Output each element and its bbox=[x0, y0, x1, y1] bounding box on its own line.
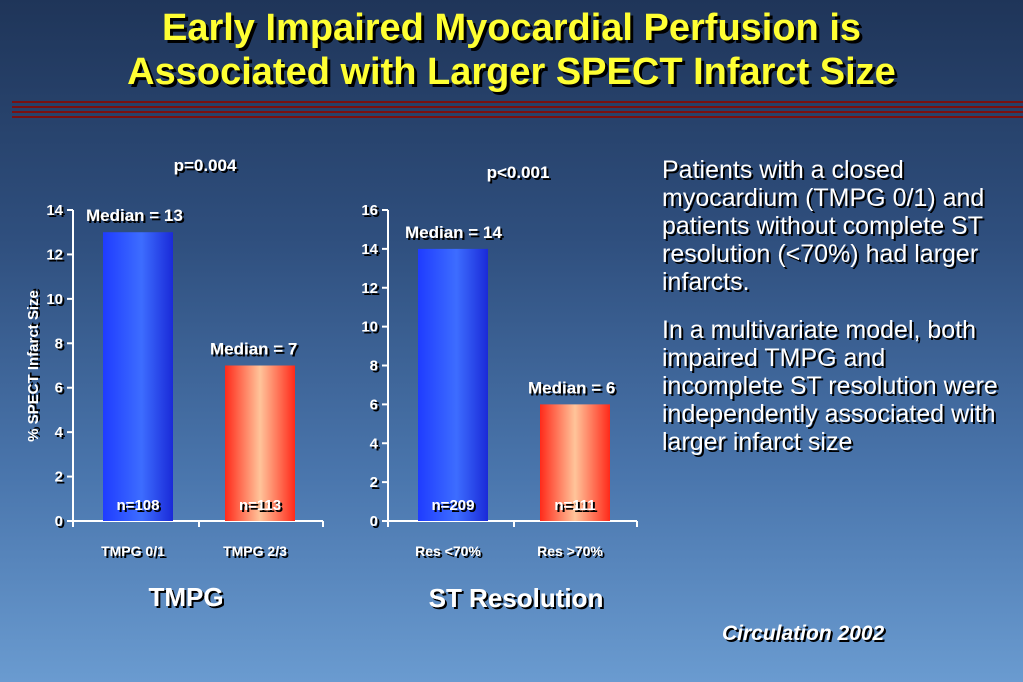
y-axis-label: % SPECT Infarct Size bbox=[25, 290, 42, 442]
y-tick-label: 12 bbox=[46, 246, 63, 263]
x-category-label: Res <70% bbox=[415, 543, 481, 559]
y-tick-label: 16 bbox=[361, 202, 378, 219]
citation: Circulation 2002 bbox=[722, 622, 885, 645]
p-value-label: p<0.001 bbox=[487, 163, 550, 182]
x-category-label: TMPG 0/1 bbox=[101, 543, 165, 559]
bar bbox=[540, 404, 610, 521]
y-tick-label: 8 bbox=[55, 335, 63, 352]
bar-median-label: Median = 14 bbox=[405, 223, 502, 242]
y-tick-label: 0 bbox=[55, 513, 63, 530]
y-tick-label: 8 bbox=[370, 358, 378, 375]
bullet-text: In a multivariate model, both impaired T… bbox=[662, 316, 998, 456]
y-tick-label: 10 bbox=[361, 319, 378, 336]
title-line-1: Early Impaired Myocardial Perfusion is bbox=[161, 7, 862, 49]
bar-median-label: Median = 13 bbox=[86, 206, 183, 225]
y-tick-label: 6 bbox=[55, 380, 63, 397]
bullet-text: Patients with a closed myocardium (TMPG … bbox=[662, 156, 985, 296]
x-category-label: Res >70% bbox=[537, 543, 603, 559]
bar-median-label: Median = 6 bbox=[528, 378, 615, 397]
title-rule bbox=[12, 116, 1023, 118]
y-tick-label: 0 bbox=[370, 513, 378, 530]
y-tick-label: 14 bbox=[46, 202, 63, 219]
title-rule bbox=[12, 101, 1023, 103]
bar bbox=[225, 365, 295, 521]
bar bbox=[418, 248, 488, 521]
y-tick-label: 4 bbox=[370, 435, 379, 452]
y-tick-label: 2 bbox=[55, 469, 63, 486]
bar-n-label: n=209 bbox=[432, 497, 475, 514]
y-tick-label: 2 bbox=[370, 474, 378, 491]
y-tick-label: 4 bbox=[55, 424, 64, 441]
p-value-label: p=0.004 bbox=[174, 156, 237, 175]
charts-area: 0 2 4 6 8 10 12 14 Median = 13 n=108 TMPG 0/1 Media… bbox=[25, 156, 616, 613]
bullet-list: Patients with a closed myocardium (TMPG … bbox=[662, 156, 1012, 476]
y-tick-label: 14 bbox=[361, 241, 378, 258]
bar-n-label: n=108 bbox=[117, 497, 160, 514]
bar-n-label: n=113 bbox=[239, 497, 281, 514]
y-tick-label: 10 bbox=[46, 291, 63, 308]
x-category-label: TMPG 2/3 bbox=[223, 543, 287, 559]
y-tick-label: 12 bbox=[361, 280, 378, 297]
chart-title: ST Resolution bbox=[429, 583, 604, 613]
y-tick-label: 6 bbox=[370, 396, 378, 413]
bar bbox=[103, 232, 173, 521]
slide-title: Early Impaired Myocardial Perfusion is A… bbox=[0, 6, 1023, 94]
bar-n-label: n=111 bbox=[554, 497, 595, 514]
title-rule bbox=[12, 111, 1023, 113]
bar-median-label: Median = 7 bbox=[210, 340, 297, 359]
chart-title: TMPG bbox=[148, 582, 223, 612]
title-line-2: Associated with Larger SPECT Infarct Siz… bbox=[127, 51, 896, 93]
title-rule bbox=[12, 106, 1023, 108]
